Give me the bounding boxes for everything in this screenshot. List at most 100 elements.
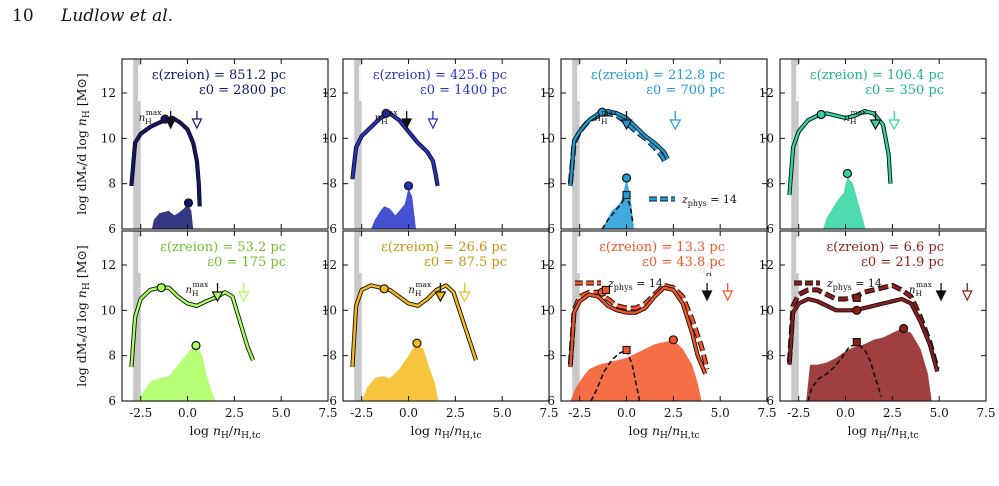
y-tick-label: 12 [759, 258, 774, 272]
annotation-line-2: ε0 = 350 pc [865, 83, 944, 98]
x-tick-label: 0.0 [617, 406, 636, 420]
legend-zphys: zphys = 14 [649, 193, 737, 208]
resolution-band [572, 59, 580, 229]
nmax-label: nHmax [909, 280, 933, 298]
main-curve [569, 286, 707, 375]
y-tick-label: 8 [766, 177, 774, 191]
filled-distribution [137, 346, 216, 401]
nmax-arrowhead [722, 290, 734, 302]
y-tick-label: 12 [540, 86, 555, 100]
y-tick-label: 8 [108, 177, 116, 191]
y-tick-label: 8 [547, 177, 555, 191]
main-median-marker [381, 108, 391, 119]
dashed-fill-median-marker [622, 345, 631, 355]
main-median-marker [597, 107, 607, 117]
x-tick-label: 5.0 [711, 406, 730, 420]
nmax-label: nHmax [844, 108, 868, 126]
dashed-fill-median-marker [852, 338, 861, 347]
y-tick-label: 12 [322, 258, 337, 272]
main-median-marker [852, 305, 862, 315]
y-tick-label: 10 [101, 131, 116, 145]
panel-frame [121, 230, 329, 402]
nmax-marker [211, 283, 224, 303]
panel-plot-area [786, 231, 940, 401]
annotation-bg [577, 237, 737, 273]
annotation-bg [359, 237, 519, 273]
legend-zphys: zphys = 14 [575, 277, 663, 292]
annotation-line-1: ε(zreion) = 26.6 pc [381, 240, 507, 255]
filled-distribution [371, 188, 416, 229]
annotation-line-1: ε(zreion) = 425.6 pc [373, 68, 507, 83]
x-tick-label: 0.0 [178, 406, 197, 420]
panel-plot-area [567, 231, 710, 401]
panel-plot-area [129, 59, 202, 229]
y-tick-label: 10 [101, 303, 116, 317]
annotation-bg [359, 65, 519, 101]
y-tick-label: 8 [329, 177, 337, 191]
main-curve [130, 116, 201, 207]
filled-distribution [806, 328, 932, 401]
annotation-line-1: ε(zreion) = 13.3 pc [599, 240, 725, 255]
panel-plot-area [787, 59, 893, 229]
x-tick-label: 5.0 [930, 406, 949, 420]
nmax-label: nHmax [408, 280, 432, 298]
annotation-bg [138, 65, 298, 101]
page-header: 10 Ludlow et al. [12, 6, 173, 26]
nmax-triangle [434, 291, 447, 303]
main-curve [351, 112, 439, 187]
fill-median-marker [191, 340, 201, 351]
annotation-bg [138, 237, 298, 273]
x-axis-label: log nH/nH,tc [847, 423, 918, 441]
x-tick-label: 7.5 [976, 406, 995, 420]
nmax-arrowhead [427, 118, 439, 130]
main-median-marker [379, 284, 389, 294]
y-tick-label: 10 [322, 303, 337, 317]
nmax-label: nHmax [595, 108, 619, 126]
y-tick-label: 6 [766, 222, 774, 236]
x-axis-label: log nH/nH,tc [410, 423, 481, 441]
main-curve [788, 109, 892, 196]
nmax-triangle [888, 119, 901, 131]
y-tick-label: 12 [540, 258, 555, 272]
y-tick-label: 6 [547, 394, 555, 408]
y-tick-label: 12 [322, 86, 337, 100]
nmax-triangle [458, 291, 471, 303]
panel-frame [342, 58, 550, 230]
main-median-marker [156, 283, 166, 293]
fill-median-marker [898, 323, 909, 334]
y-tick-label: 10 [540, 303, 555, 317]
x-tick-label: 7.5 [318, 406, 337, 420]
x-tick-label: 0.0 [836, 406, 855, 420]
main-median-marker [816, 109, 826, 120]
filled-distribution [361, 344, 439, 401]
dashed-early-distribution [590, 348, 641, 401]
y-tick-label: 12 [759, 86, 774, 100]
panel-frame [560, 230, 768, 402]
nmax-label: nHmax [139, 108, 163, 126]
nmax-marker [869, 111, 882, 131]
dashed-median-marker [852, 293, 861, 302]
annotation-bg [796, 65, 956, 101]
x-tick-label: -2.5 [787, 406, 810, 420]
y-tick-label: 10 [759, 303, 774, 317]
x-tick-label: -2.5 [350, 406, 373, 420]
x-tick-label: 7.5 [539, 406, 558, 420]
x-tick-label: 2.5 [664, 406, 683, 420]
y-axis-label: log dM*/d log nH [M⊙] [74, 245, 92, 386]
panel-frame [560, 58, 768, 230]
nmax-triangle [669, 119, 682, 131]
annotation-line-2: ε0 = 2800 pc [199, 83, 286, 98]
x-tick-label: 2.5 [883, 406, 902, 420]
nmax-arrowhead [165, 118, 177, 130]
